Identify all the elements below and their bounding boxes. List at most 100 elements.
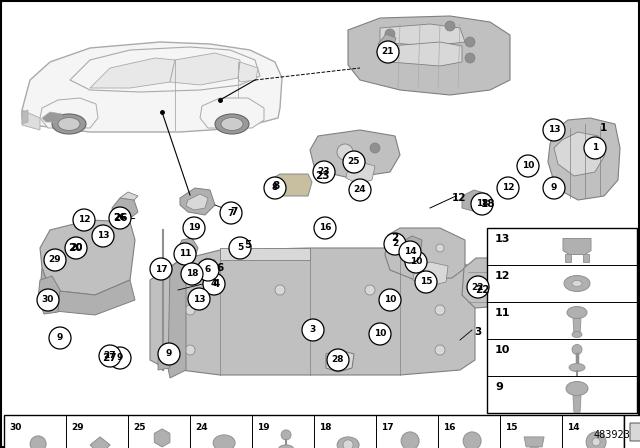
Text: 10: 10: [384, 296, 396, 305]
Text: 13: 13: [495, 234, 510, 244]
Circle shape: [445, 21, 455, 31]
Polygon shape: [22, 42, 282, 132]
Circle shape: [377, 41, 399, 63]
Circle shape: [314, 217, 336, 239]
Polygon shape: [266, 174, 312, 196]
Circle shape: [49, 327, 71, 349]
Circle shape: [185, 345, 195, 355]
Polygon shape: [158, 358, 170, 370]
Ellipse shape: [278, 445, 294, 448]
Text: 28: 28: [332, 356, 344, 365]
Circle shape: [543, 119, 565, 141]
Text: 4: 4: [211, 280, 217, 289]
Polygon shape: [462, 190, 490, 212]
Circle shape: [471, 193, 493, 215]
Circle shape: [344, 156, 356, 168]
Text: 2: 2: [392, 233, 399, 243]
Text: 14: 14: [567, 423, 580, 432]
Ellipse shape: [213, 435, 235, 448]
Polygon shape: [390, 42, 462, 66]
Polygon shape: [90, 58, 175, 88]
Text: 13: 13: [97, 232, 109, 241]
Circle shape: [220, 202, 242, 224]
Polygon shape: [168, 258, 186, 378]
Polygon shape: [573, 396, 581, 413]
Text: 5: 5: [237, 244, 243, 253]
Circle shape: [592, 438, 600, 446]
Circle shape: [370, 143, 380, 153]
Text: 8: 8: [272, 184, 278, 193]
Text: 23: 23: [315, 171, 329, 181]
Circle shape: [158, 343, 180, 365]
Text: 30: 30: [42, 296, 54, 305]
Polygon shape: [192, 264, 208, 280]
Polygon shape: [186, 194, 208, 210]
Text: 26: 26: [113, 213, 127, 223]
Text: 16: 16: [319, 224, 332, 233]
Text: 10: 10: [374, 329, 386, 339]
Text: 29: 29: [49, 255, 61, 264]
Text: 12: 12: [495, 271, 511, 281]
Text: 22: 22: [475, 285, 489, 295]
Circle shape: [188, 288, 210, 310]
Text: 26: 26: [114, 214, 126, 223]
Circle shape: [275, 285, 285, 295]
Polygon shape: [40, 220, 135, 295]
Text: 11: 11: [495, 308, 511, 318]
Circle shape: [203, 273, 225, 295]
Polygon shape: [178, 238, 198, 262]
Text: 14: 14: [404, 247, 416, 257]
Circle shape: [73, 209, 95, 231]
Text: 12: 12: [452, 193, 467, 203]
Polygon shape: [548, 118, 620, 200]
Text: 13: 13: [193, 294, 205, 303]
Text: 27: 27: [102, 353, 116, 363]
Bar: [624, 415, 640, 448]
Text: 13: 13: [548, 125, 560, 134]
Circle shape: [497, 177, 519, 199]
Bar: [4, 415, 624, 448]
Text: 25: 25: [348, 158, 360, 167]
Text: 12: 12: [77, 215, 90, 224]
Circle shape: [264, 177, 286, 199]
Ellipse shape: [567, 306, 587, 319]
Text: 17: 17: [155, 264, 167, 273]
Ellipse shape: [566, 382, 588, 396]
Circle shape: [401, 432, 419, 448]
Text: 22: 22: [472, 283, 484, 292]
Polygon shape: [90, 437, 110, 448]
Polygon shape: [348, 16, 510, 95]
Polygon shape: [563, 238, 591, 254]
Polygon shape: [583, 254, 589, 263]
Circle shape: [385, 29, 395, 39]
Text: 19: 19: [257, 423, 269, 432]
Ellipse shape: [215, 114, 249, 134]
Circle shape: [343, 151, 365, 173]
Polygon shape: [565, 254, 571, 263]
Text: 12: 12: [502, 184, 515, 193]
Text: 8: 8: [273, 181, 280, 191]
Circle shape: [181, 263, 203, 285]
Circle shape: [197, 259, 219, 281]
Circle shape: [384, 233, 406, 255]
Text: 23: 23: [317, 168, 330, 177]
Text: 3: 3: [310, 326, 316, 335]
Ellipse shape: [58, 117, 80, 130]
Polygon shape: [346, 162, 375, 184]
Text: 20: 20: [70, 244, 82, 253]
Circle shape: [543, 177, 565, 199]
Circle shape: [435, 345, 445, 355]
Circle shape: [467, 276, 489, 298]
Polygon shape: [524, 437, 544, 447]
Text: 1: 1: [600, 123, 607, 133]
Circle shape: [435, 305, 445, 315]
Text: 3: 3: [474, 327, 482, 337]
Text: 1: 1: [592, 143, 598, 152]
Circle shape: [406, 244, 414, 252]
Polygon shape: [154, 429, 170, 447]
Circle shape: [369, 323, 391, 345]
Ellipse shape: [564, 276, 590, 292]
Circle shape: [109, 347, 131, 369]
Text: 2: 2: [392, 240, 398, 249]
Circle shape: [415, 271, 437, 293]
